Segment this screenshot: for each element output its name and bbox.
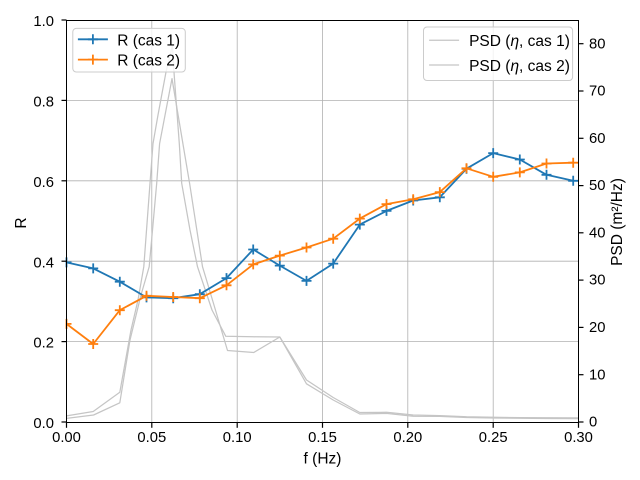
svg-text:PSD (η, cas 1): PSD (η, cas 1) xyxy=(469,33,570,50)
svg-text:PSD (η, cas 2): PSD (η, cas 2) xyxy=(469,58,570,75)
svg-text:0.30: 0.30 xyxy=(564,430,593,446)
svg-text:0.00: 0.00 xyxy=(52,430,81,446)
svg-text:0.0: 0.0 xyxy=(33,416,54,432)
svg-text:0.20: 0.20 xyxy=(393,430,422,446)
svg-text:R (cas 1): R (cas 1) xyxy=(117,32,180,49)
svg-text:0.15: 0.15 xyxy=(308,430,337,446)
svg-text:30: 30 xyxy=(589,273,605,289)
svg-text:0.6: 0.6 xyxy=(33,175,54,191)
svg-text:80: 80 xyxy=(589,36,605,52)
svg-text:0.8: 0.8 xyxy=(33,95,54,111)
svg-text:f (Hz): f (Hz) xyxy=(304,451,342,468)
svg-text:R (cas 2): R (cas 2) xyxy=(117,53,180,70)
svg-text:10: 10 xyxy=(589,367,605,383)
svg-text:40: 40 xyxy=(589,225,605,241)
svg-text:0.10: 0.10 xyxy=(223,430,252,446)
svg-text:50: 50 xyxy=(589,178,605,194)
svg-text:0.2: 0.2 xyxy=(33,336,54,352)
svg-text:0.25: 0.25 xyxy=(479,430,508,446)
svg-text:0.4: 0.4 xyxy=(33,255,54,271)
svg-text:0: 0 xyxy=(589,415,597,431)
svg-text:PSD (m²/Hz): PSD (m²/Hz) xyxy=(609,178,626,266)
svg-text:20: 20 xyxy=(589,320,605,336)
svg-text:1.0: 1.0 xyxy=(33,14,54,30)
svg-text:0.05: 0.05 xyxy=(137,430,166,446)
svg-text:70: 70 xyxy=(589,84,605,100)
svg-text:R: R xyxy=(13,217,30,228)
svg-text:60: 60 xyxy=(589,131,605,147)
